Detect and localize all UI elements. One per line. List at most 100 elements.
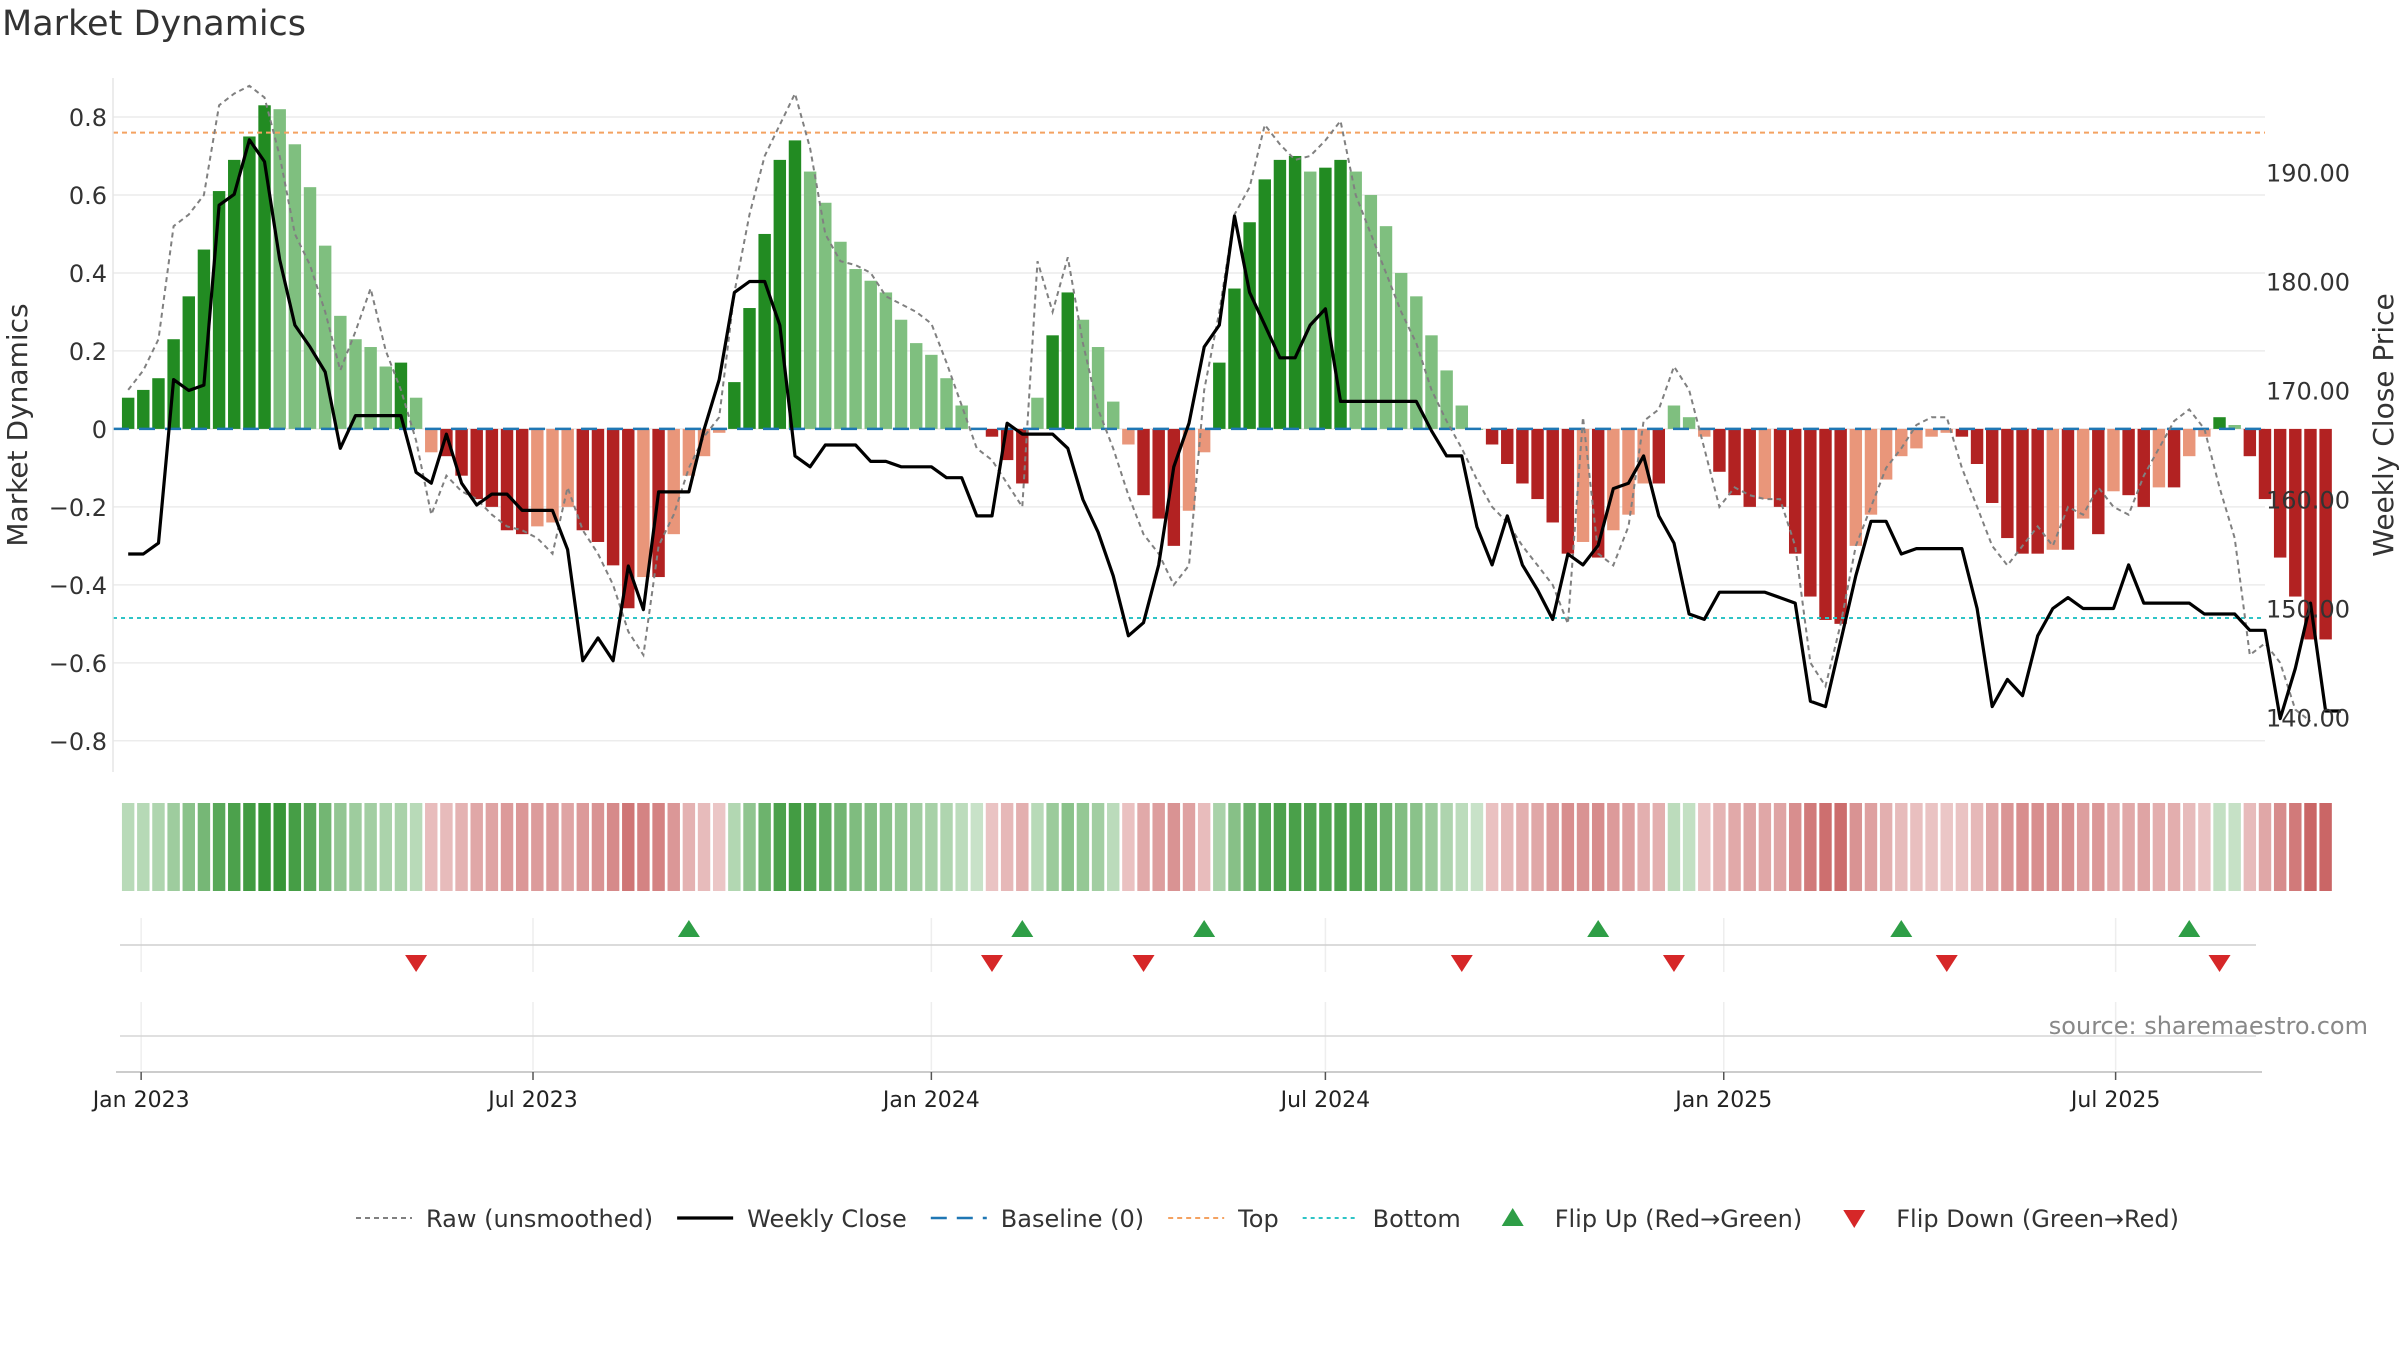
flip-down-marker [1662,955,1685,972]
regime-cell [955,803,968,891]
regime-cell [758,803,771,891]
momentum-bar [925,354,938,429]
momentum-bar [288,144,302,429]
momentum-bar [1591,428,1605,558]
regime-cell [1698,803,1711,891]
momentum-bar [515,428,529,535]
regime-cell [1804,803,1817,891]
legend-swatch-flip-up [1501,1208,1524,1226]
momentum-bar [1243,222,1256,429]
momentum-bar [712,428,726,433]
momentum-bar [803,171,817,429]
momentum-bar [1940,428,1953,433]
momentum-bar [1016,428,1029,484]
regime-cell [2319,803,2332,891]
regime-cell [1622,803,1635,891]
momentum-bar [1622,428,1635,515]
legend-item-close: Weekly Close [677,1205,907,1233]
regime-cell [197,803,211,891]
regime-cell [2213,803,2226,891]
momentum-bar [212,191,226,429]
momentum-bar [1046,335,1059,429]
regime-strip [121,803,2332,891]
momentum-bar [1485,428,1499,445]
regime-cell [864,803,877,891]
y-axis-title: Market Dynamics [1,303,34,546]
legend-item-flip-up: Flip Up (Red→Green) [1501,1205,1802,1233]
momentum-bar [985,428,999,437]
regime-cell [1107,803,1120,891]
regime-cell [500,803,514,891]
regime-cell [334,803,347,891]
legend: Raw (unsmoothed) Weekly Close Baseline (0)… [356,1205,2179,1233]
regime-cell [985,803,999,891]
regime-cell [1470,803,1484,891]
date-tick-label: Jan 2025 [1673,1088,1772,1113]
momentum-bar [1895,428,1908,457]
regime-cell [1561,803,1575,891]
regime-cell [2183,803,2196,891]
momentum-bar [1788,428,1802,554]
momentum-bar [470,428,483,500]
legend-item-baseline: Baseline (0) [930,1205,1144,1233]
momentum-bar [1531,428,1544,500]
y2-tick-label: 190.00 [2266,160,2350,188]
flip-up-marker [1193,920,1216,937]
regime-cell [1258,803,1271,891]
momentum-bar [1122,428,1135,445]
momentum-bar [1031,397,1044,429]
date-tick-label: Jul 2023 [486,1088,578,1113]
momentum-bar [2213,417,2226,429]
regime-cell [819,803,832,891]
momentum-bar [1410,296,1423,429]
regime-cell [667,803,680,891]
regime-cell [455,803,468,891]
regime-cell [940,803,953,891]
regime-cell [546,803,559,891]
regime-cell [258,803,271,891]
momentum-bar [137,389,150,429]
regime-cell [697,803,711,891]
date-tick-label: Jul 2024 [1279,1088,1371,1113]
regime-cell [1591,803,1605,891]
regime-cell [1607,803,1620,891]
momentum-bar [1864,428,1878,515]
regime-cell [894,803,908,891]
regime-cell [1152,803,1165,891]
regime-cell [591,803,605,891]
momentum-bar [273,109,286,429]
regime-cell [561,803,574,891]
momentum-bar [955,405,968,429]
momentum-bar [1152,428,1165,519]
regime-cell [1167,803,1181,891]
momentum-bar [1985,428,1999,503]
momentum-bar [1288,155,1302,429]
regime-cell [773,803,787,891]
regime-cell [728,803,741,891]
regime-cell [1334,803,1347,891]
regime-cell [1728,803,1741,891]
chart-title: Market Dynamics [2,4,307,44]
momentum-bar [773,159,787,429]
regime-cell [228,803,241,891]
momentum-bar [1076,319,1090,429]
regime-cell [1016,803,1029,891]
momentum-bar [1182,428,1196,511]
momentum-bar [909,343,923,429]
momentum-bar [349,339,362,429]
y2-tick-label: 140.00 [2266,705,2350,733]
momentum-bar [2046,428,2060,550]
regime-cell [1637,803,1650,891]
momentum-bar [1879,428,1893,480]
momentum-bar [2243,428,2257,457]
momentum-bar [243,136,256,429]
close-line [128,138,2341,721]
momentum-bar [879,292,893,429]
momentum-bar [2289,428,2302,597]
momentum-bar [1455,405,1469,429]
regime-cell [2304,803,2317,891]
flip-markers [120,918,2256,972]
momentum-bar [1091,347,1105,429]
momentum-bar [591,428,605,542]
momentum-bar [2258,428,2272,500]
